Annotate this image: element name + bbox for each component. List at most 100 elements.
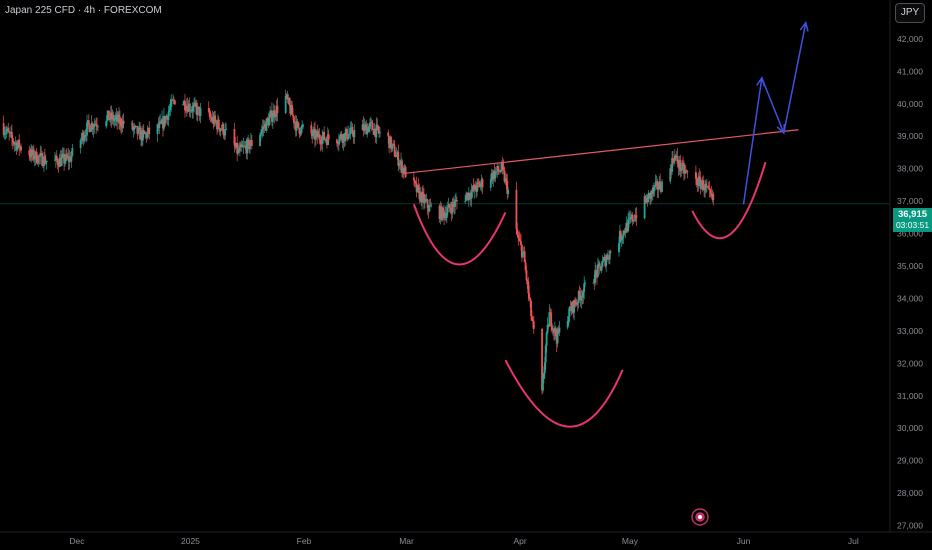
candle <box>370 119 373 131</box>
candle <box>344 127 347 147</box>
candle-body <box>260 129 263 133</box>
candle <box>243 140 246 148</box>
candle-body <box>390 144 393 149</box>
candle-body <box>325 139 328 145</box>
candle-body <box>491 172 494 180</box>
candle <box>39 145 42 165</box>
candle-body <box>225 129 228 130</box>
candle-body <box>182 104 185 105</box>
candle <box>630 213 633 222</box>
candle <box>470 183 473 207</box>
candle <box>291 100 293 115</box>
candle <box>647 189 650 203</box>
candle-body <box>683 164 685 174</box>
candle-body <box>194 103 196 105</box>
candle <box>301 120 304 133</box>
candle-body <box>236 142 239 154</box>
candle <box>35 148 38 165</box>
candle-body <box>569 306 572 309</box>
candle-body <box>398 164 401 166</box>
candle-body <box>370 122 373 124</box>
candle <box>261 119 264 138</box>
candle-body <box>239 144 242 147</box>
candle-body <box>41 153 44 166</box>
candle-body <box>62 153 65 156</box>
candle <box>173 96 175 105</box>
candle <box>412 171 415 186</box>
candle-body <box>453 204 456 207</box>
candle-body <box>339 134 342 137</box>
candle-body <box>221 124 224 130</box>
candle <box>477 178 480 188</box>
candle <box>447 197 450 208</box>
candle-body <box>15 142 18 151</box>
candle-body <box>95 124 98 126</box>
price-tick-label: 42,000 <box>897 34 923 44</box>
candle <box>116 111 119 130</box>
candle-body <box>344 132 347 142</box>
candle-body <box>145 133 148 138</box>
candle-body <box>711 193 714 197</box>
candle <box>444 205 446 221</box>
candle-body <box>578 291 581 296</box>
candle <box>233 122 236 153</box>
candle-body <box>142 130 145 132</box>
candle <box>189 103 192 118</box>
candle <box>635 207 638 226</box>
candle <box>194 97 196 108</box>
candle-body <box>542 373 545 379</box>
candle-body <box>376 124 379 126</box>
candle-body <box>16 144 19 151</box>
candle-body <box>475 190 478 192</box>
candle-body <box>166 115 169 120</box>
time-tick-label: Apr <box>513 536 526 546</box>
candle-body <box>476 182 478 192</box>
candle-body <box>395 155 398 157</box>
candle-body <box>401 160 403 173</box>
candle-body <box>351 127 354 135</box>
candle-body <box>655 181 658 183</box>
candle-body <box>442 207 445 213</box>
candle <box>60 150 63 167</box>
candle-body <box>120 125 123 128</box>
candle <box>379 126 381 138</box>
candle-body <box>699 177 702 189</box>
candle <box>673 148 676 165</box>
event-marker[interactable] <box>691 508 709 526</box>
candle-body <box>92 127 95 130</box>
candle-body <box>438 205 441 220</box>
candle-body <box>3 133 6 135</box>
candle <box>629 210 632 224</box>
candle-body <box>20 146 22 151</box>
candle <box>295 115 298 137</box>
candle <box>707 181 710 190</box>
candle-body <box>658 181 661 190</box>
candle <box>263 120 266 133</box>
candle <box>285 93 288 99</box>
candle <box>288 97 291 107</box>
candle-body <box>473 184 476 191</box>
candle <box>184 103 187 113</box>
candle-body <box>94 124 97 125</box>
candle <box>133 123 136 135</box>
candle-body <box>247 139 250 141</box>
candle-body <box>312 130 315 137</box>
candle <box>670 164 673 179</box>
candle <box>139 122 141 140</box>
candle <box>531 310 533 322</box>
candle <box>705 180 707 194</box>
candle-body <box>235 142 238 148</box>
candle-body <box>521 245 523 258</box>
candle-body <box>502 166 505 171</box>
candle <box>422 184 424 201</box>
currency-button[interactable]: JPY <box>895 3 925 23</box>
candle-body <box>389 136 391 148</box>
candle <box>287 94 290 105</box>
candle-body <box>417 185 420 188</box>
candle-body <box>338 136 341 142</box>
candle-body <box>362 124 365 131</box>
candle-body <box>233 129 236 146</box>
candle-body <box>56 160 59 165</box>
candle-body <box>86 122 88 136</box>
